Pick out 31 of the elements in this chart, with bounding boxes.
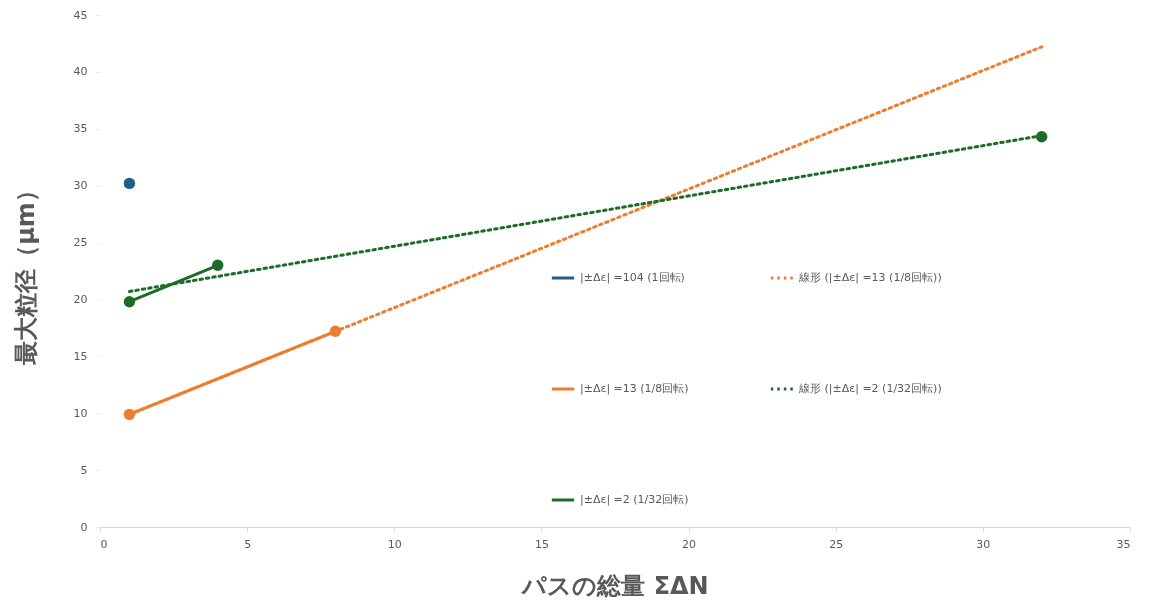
- x-tick-label: 30: [976, 537, 991, 551]
- point: [123, 296, 136, 308]
- y-tick-label: 45: [73, 8, 88, 22]
- y-axis-title: 最大粒径（μm）: [11, 178, 40, 366]
- y-tick-label: 20: [73, 292, 88, 306]
- point: [212, 259, 224, 271]
- legend-label: |±Δε| =13 (1/8回転): [580, 382, 689, 395]
- y-tick-label: 40: [73, 65, 88, 79]
- y-tick-label: 25: [73, 236, 88, 250]
- y-tick-label: 10: [73, 406, 88, 420]
- x-tick-label: 25: [829, 537, 844, 551]
- legend-label: 線形 (|±Δε| =13 (1/8回転)): [798, 271, 942, 284]
- x-tick-label: 10: [387, 537, 402, 551]
- y-tick-label: 5: [80, 463, 88, 477]
- point: [123, 177, 136, 190]
- legend-label: |±Δε| =104 (1回転): [580, 271, 685, 284]
- legend-label: 線形 (|±Δε| =2 (1/32回転)): [798, 382, 942, 395]
- x-tick-label: 5: [244, 537, 252, 551]
- x-tick-label: 35: [1116, 537, 1131, 551]
- x-axis-title: パスの総量 ΣΔN: [520, 571, 709, 600]
- y-tick-label: 0: [80, 520, 88, 534]
- point: [123, 408, 136, 421]
- x-tick-label: 20: [682, 537, 697, 551]
- point: [329, 325, 342, 337]
- y-tick-label: 30: [73, 179, 88, 193]
- x-tick-label: 15: [534, 537, 549, 551]
- point: [1036, 131, 1048, 143]
- y-tick-label: 35: [73, 122, 88, 136]
- x-tick-label: 0: [100, 537, 108, 551]
- y-tick-label: 15: [73, 349, 88, 363]
- legend-label: |±Δε| =2 (1/32回転): [580, 493, 689, 506]
